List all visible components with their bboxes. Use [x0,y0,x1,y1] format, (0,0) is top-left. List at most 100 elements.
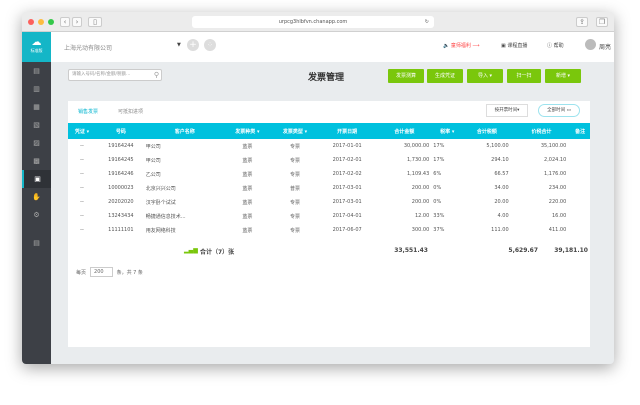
table-cell [570,153,590,167]
table-cell: -- [80,157,84,163]
promo-link[interactable]: 🔈 童师福利 ⟶ [443,43,480,49]
table-cell: 专票 [289,199,300,206]
table-cell: 4.00 [497,213,509,219]
back-icon[interactable]: ‹ [60,17,70,27]
column-header: 价税合计 [512,123,571,139]
column-label: 备注 [575,128,586,135]
column-label: 开票日期 [337,128,358,135]
table-row[interactable]: -- 19164244 甲公司 蓝票 专票 2017-01-01 30,000.00 17% 5… [68,139,590,153]
table-row[interactable]: -- 19164245 甲公司 蓝票 专票 2017-02-01 1,730.00 17% 29… [68,153,590,167]
live-link[interactable]: ▣ 课程直播 [501,43,528,49]
table-cell: -- [80,143,84,149]
column-label: 合计金额 [394,128,415,135]
browser-window: ‹ › ▯ urpcg3hlbfvn.chanapp.com ↻ ⇪ ❐ ☁ 标准版… [22,12,614,364]
sort-dropdown[interactable]: 按开票时间▾ [486,104,528,117]
table-cell: 294.10 [491,157,509,163]
sidebar-toggle-icon[interactable]: ▯ [88,17,102,27]
company-dropdown-icon[interactable]: ▼ [177,42,181,48]
sidebar-item-5[interactable]: ▨ [33,139,40,147]
table-row[interactable]: -- 10000023 北京兴兴公司 蓝票 普票 2017-03-01 200.00 0% 34… [68,181,590,195]
column-header[interactable]: 凭证 ▾ [68,123,96,139]
table-cell: 蓝票 [242,185,253,192]
table-row[interactable]: -- 13243434 畅捷通信息技术... 蓝票 专票 2017-04-01 12.00 3… [68,209,590,223]
sidebar-item-1[interactable]: ▤ [33,67,40,75]
url-bar[interactable]: urpcg3hlbfvn.chanapp.com ↻ [192,16,434,28]
logo[interactable]: ☁ 标准版 [22,32,51,62]
table-cell: 300.00 [411,227,430,233]
table-cell: 专票 [289,143,300,150]
table-cell: 0% [433,199,442,205]
sidebar-item-10[interactable]: ▤ [33,239,40,247]
search-input[interactable]: 请输入号码/名称/金额/税额... ⚲ [68,69,162,81]
tab-deductible-input[interactable]: 可抵扣进项 [118,109,144,115]
column-label: 客户名称 [174,128,195,135]
table-cell: 甲公司 [145,143,161,150]
table-cell: 111.00 [491,227,509,233]
invoice-table: 凭证 ▾ 号码 客户名称 发票种类 ▾ 发票类型 ▾ 开票日期 合计金额 税率 ▾ 合计税额 价税… [68,123,590,237]
table-cell: -- [80,199,84,205]
avatar[interactable] [585,39,596,50]
table-cell: 1,730.00 [407,157,430,163]
per-page-input[interactable]: 200 [90,267,113,277]
sort-label: 按开票时间 [494,108,518,113]
reload-icon[interactable]: ↻ [424,19,429,25]
close-dot[interactable] [28,19,34,25]
table-cell: 37% [433,227,445,233]
table-cell: 6% [433,171,442,177]
add-icon[interactable]: + [187,39,199,51]
table-cell: 2,024.10 [544,157,567,163]
scan-button[interactable]: 扫一扫 [507,69,541,83]
generate-voucher-button[interactable]: 生成凭证 [427,69,463,83]
table-cell: 12.00 [414,213,430,219]
table-row[interactable]: -- 11111101 用友网络科技 蓝票 专票 2017-06-07 300.00 37% 1… [68,223,590,237]
column-header: 合计税额 [461,123,513,139]
sidebar-item-3[interactable]: ▦ [33,103,40,111]
minimize-dot[interactable] [38,19,44,25]
per-page-label: 每页 [76,269,87,276]
table-cell: 16.00 [551,213,567,219]
table-cell: 19164244 [108,143,134,149]
user-name[interactable]: 周亮 [599,44,612,51]
apps-icon[interactable]: ⁘ [204,39,216,51]
time-filter[interactable]: 全部时间 ▭ [538,104,580,117]
table-cell: 专票 [289,227,300,234]
table-cell: 0% [433,185,442,191]
column-header: 号码 [95,123,146,139]
column-header: 开票日期 [318,123,376,139]
new-button[interactable]: 新增 ▾ [545,69,581,83]
tabs-icon[interactable]: ❐ [596,17,608,27]
sidebar-item-9[interactable]: ⚙ [33,211,40,219]
share-icon[interactable]: ⇪ [576,17,588,27]
sidebar-item-invoice[interactable]: ▣ [22,170,51,188]
table-cell: 2017-02-02 [332,171,362,177]
logo-text: 标准版 [30,48,43,53]
table-cell: 2017-06-07 [332,227,362,233]
table-cell: 2017-03-01 [332,185,362,191]
column-header[interactable]: 发票种类 ▾ [223,123,272,139]
forward-icon[interactable]: › [72,17,82,27]
new-label: 新增 [555,73,566,79]
tab-sales-invoice[interactable]: 销售发票 [78,109,99,115]
sidebar-item-4[interactable]: ▧ [33,121,40,129]
column-label: 价税合计 [531,128,552,135]
sidebar-item-6[interactable]: ▩ [33,157,40,165]
table-row[interactable]: -- 20202020 汉字卧个试试 蓝票 专票 2017-03-01 200.00 0% 20… [68,195,590,209]
table-cell: 19164245 [108,157,134,163]
sidebar-item-2[interactable]: ▥ [33,85,40,93]
table-row[interactable]: -- 19164246 乙公司 蓝票 专票 2017-02-02 1,109.43 6% 66.… [68,167,590,181]
import-label: 导入 [477,73,488,79]
table-cell [570,181,590,195]
column-header[interactable]: 税率 ▾ [433,123,462,139]
table-cell: 普票 [289,185,300,192]
help-link[interactable]: ⓘ 帮助 [547,43,564,49]
column-label: 凭证 [74,128,85,135]
table-cell: 19164246 [108,171,134,177]
table-cell: 66.57 [494,171,509,177]
table-cell: 1,176.00 [544,171,567,177]
invoice-calc-button[interactable]: 发票测算 [388,69,424,83]
column-header[interactable]: 发票类型 ▾ [271,123,319,139]
sidebar-item-8[interactable]: ✋ [32,193,41,201]
import-button[interactable]: 导入 ▾ [467,69,503,83]
maximize-dot[interactable] [48,19,54,25]
search-icon[interactable]: ⚲ [153,71,159,79]
